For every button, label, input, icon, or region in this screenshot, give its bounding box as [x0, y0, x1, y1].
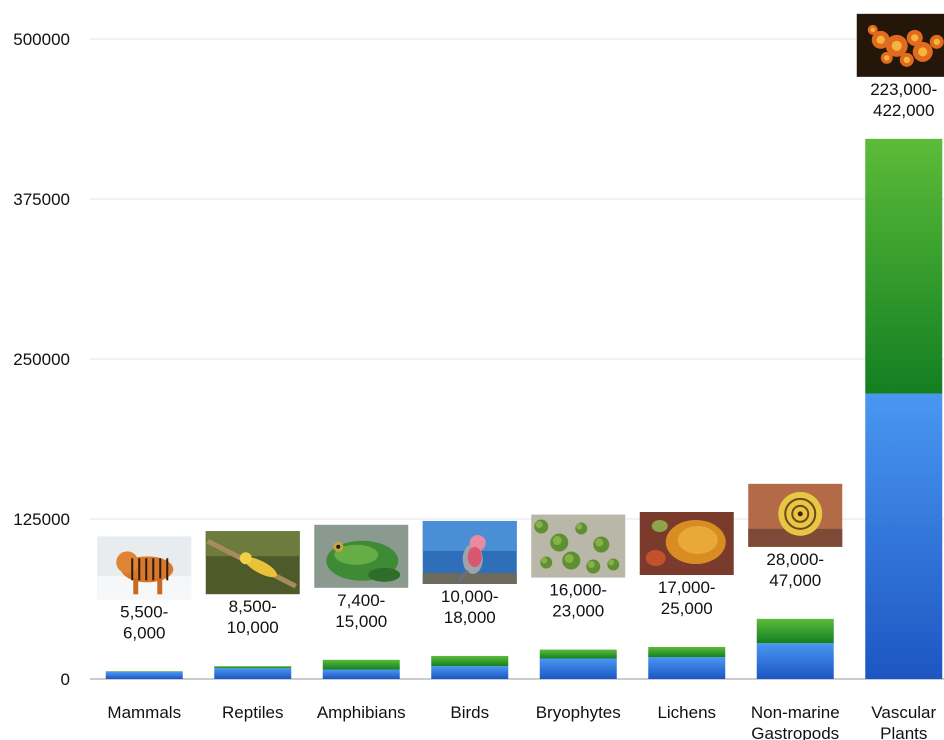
bar-range-segment	[105, 671, 183, 672]
bar-low-segment	[105, 671, 183, 679]
value-label: 10,000	[227, 618, 279, 637]
snail-photo-icon	[748, 483, 843, 547]
value-label: 18,000	[444, 608, 496, 627]
category-label: Bryophytes	[536, 703, 621, 722]
bar-range-segment	[214, 666, 292, 669]
flower-photo-icon	[856, 13, 944, 77]
value-label: 47,000	[769, 571, 821, 590]
bar-low-segment	[648, 657, 726, 679]
category-label: Mammals	[107, 703, 181, 722]
y-tick-label: 500000	[13, 30, 70, 49]
photos	[97, 13, 944, 600]
value-label: 5,500-	[120, 602, 168, 621]
value-label: 8,500-	[229, 597, 277, 616]
value-label: 6,000	[123, 623, 166, 642]
value-label: 223,000-	[870, 80, 937, 99]
category-label: Lichens	[657, 703, 716, 722]
lizard-photo-icon	[205, 531, 300, 595]
value-label: 10,000-	[441, 587, 499, 606]
bar-low-segment	[539, 658, 617, 679]
bars	[105, 138, 943, 679]
category-label: Non-marine	[751, 703, 840, 722]
bar-range-segment	[322, 659, 400, 670]
value-label: 7,400-	[337, 591, 385, 610]
y-tick-label: 250000	[13, 350, 70, 369]
bar-low-segment	[756, 643, 834, 679]
value-label: 17,000-	[658, 578, 716, 597]
y-tick-label: 125000	[13, 510, 70, 529]
bar-range-segment	[431, 655, 509, 667]
bar-range-segment	[648, 647, 726, 658]
parrot-photo-icon	[422, 520, 517, 584]
value-label: 23,000	[552, 602, 604, 621]
labels: 0 125000 250000 375000 500000 5,500- 6,000 Mamm…	[13, 30, 937, 740]
category-label: Birds	[450, 703, 489, 722]
lichen-photo-icon	[639, 512, 734, 575]
bar-range-segment	[865, 138, 943, 394]
category-label: Reptiles	[222, 703, 283, 722]
category-label: Plants	[880, 724, 927, 740]
value-label: 28,000-	[766, 550, 824, 569]
value-label: 15,000	[335, 612, 387, 631]
value-label: 16,000-	[549, 581, 607, 600]
y-tick-label: 375000	[13, 190, 70, 209]
moss-photo-icon	[531, 514, 626, 578]
bar-low-segment	[214, 668, 292, 679]
bar-range-segment	[756, 618, 834, 644]
value-label: 25,000	[661, 599, 713, 618]
bar-low-segment	[865, 393, 943, 679]
bar-range-segment	[539, 649, 617, 659]
category-label: Amphibians	[317, 703, 406, 722]
bar-low-segment	[431, 666, 509, 679]
value-label: 422,000	[873, 101, 934, 120]
frog-photo-icon	[314, 524, 409, 588]
y-tick-label: 0	[61, 670, 70, 689]
bar-low-segment	[322, 669, 400, 679]
tiger-photo-icon	[97, 536, 192, 600]
category-label: Gastropods	[751, 724, 839, 740]
category-label: Vascular	[871, 703, 936, 722]
